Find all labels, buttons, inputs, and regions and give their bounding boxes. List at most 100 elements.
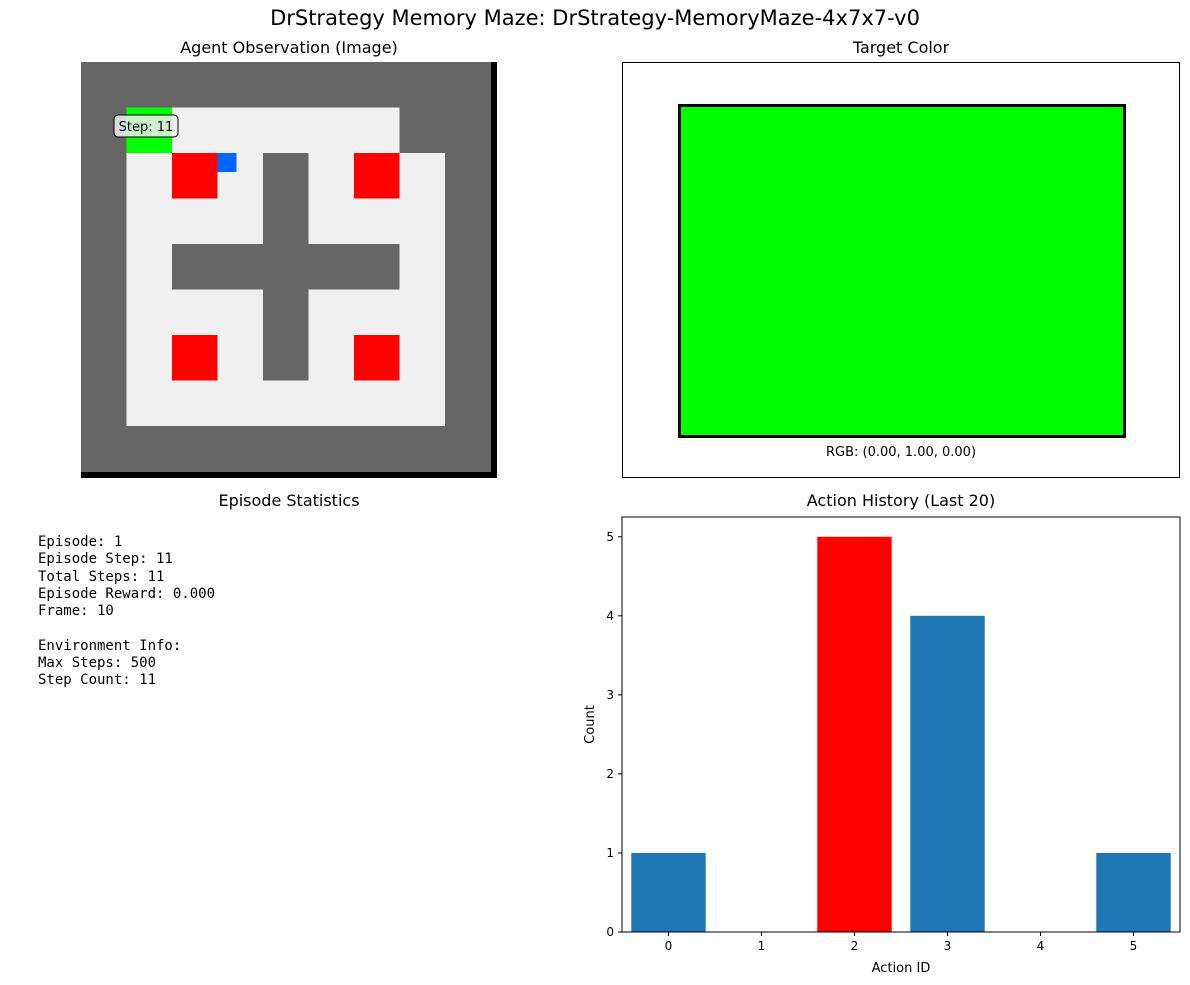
y-tick-label: 0 xyxy=(606,925,614,939)
maze-wall xyxy=(217,244,264,290)
stats-title: Episode Statistics xyxy=(218,491,360,510)
y-tick-label: 2 xyxy=(606,767,614,781)
maze-floor xyxy=(217,289,264,336)
maze-floor xyxy=(308,198,355,245)
maze-wall xyxy=(399,426,446,472)
red-target-tile xyxy=(354,153,400,199)
maze-wall xyxy=(354,244,400,290)
maze-floor xyxy=(126,198,173,245)
maze-floor xyxy=(354,198,400,245)
maze-wall xyxy=(308,244,355,290)
maze-floor xyxy=(263,380,309,427)
maze-wall xyxy=(81,289,127,336)
red-target-tile xyxy=(354,335,400,381)
maze-floor xyxy=(354,107,400,154)
maze-floor xyxy=(172,289,218,336)
maze-wall xyxy=(263,289,309,336)
x-tick-label: 3 xyxy=(944,939,952,953)
bar-action-0 xyxy=(631,852,706,932)
maze-floor xyxy=(263,107,309,154)
red-target-tile xyxy=(172,335,218,381)
maze-wall xyxy=(172,244,218,290)
maze-wall xyxy=(81,244,127,290)
maze-wall xyxy=(263,198,309,245)
maze-wall xyxy=(445,244,491,290)
maze-floor xyxy=(172,380,218,427)
maze-wall xyxy=(445,62,491,108)
maze-wall xyxy=(308,426,355,472)
y-axis-label: Count xyxy=(583,705,598,744)
bar-action-2 xyxy=(817,536,892,932)
maze-floor xyxy=(308,335,355,381)
maze-floor xyxy=(354,380,400,427)
maze-floor xyxy=(217,107,264,154)
target-title: Target Color xyxy=(852,38,950,57)
maze-wall xyxy=(81,426,127,472)
maze-floor xyxy=(126,380,173,427)
maze-floor xyxy=(217,335,264,381)
maze-floor xyxy=(126,335,173,381)
maze-wall xyxy=(126,426,173,472)
maze-wall xyxy=(81,153,127,199)
stat-line: Step Count: 11 xyxy=(38,672,157,689)
maze-wall xyxy=(263,335,309,381)
maze-floor xyxy=(217,198,264,245)
x-tick-label: 2 xyxy=(851,939,859,953)
x-tick-label: 1 xyxy=(758,939,766,953)
maze-floor xyxy=(172,107,218,154)
observation-title: Agent Observation (Image) xyxy=(180,38,398,57)
maze-floor xyxy=(308,107,355,154)
action-history-chart: 0 1 2 3 4 5 0 1 2 3 4 5 Action ID Count xyxy=(583,516,1181,976)
stat-line: Episode Reward: 0.000 xyxy=(38,585,216,602)
stat-line: Frame: 10 xyxy=(38,603,114,620)
maze-wall xyxy=(263,153,309,199)
maze-floor xyxy=(217,380,264,427)
maze-floor xyxy=(308,153,355,199)
maze-wall xyxy=(172,62,218,108)
maze-wall xyxy=(399,62,446,108)
target-color-panel: RGB: (0.00, 1.00, 0.00) xyxy=(622,62,1180,478)
maze-floor xyxy=(399,244,446,290)
stat-line: Episode Step: 11 xyxy=(38,551,173,568)
stat-line: Total Steps: 11 xyxy=(38,568,165,585)
maze-wall xyxy=(308,62,355,108)
maze-wall xyxy=(217,426,264,472)
bar-action-5 xyxy=(1096,852,1171,932)
target-rgb-label: RGB: (0.00, 1.00, 0.00) xyxy=(825,445,977,460)
y-tick-label: 4 xyxy=(606,609,614,623)
maze-floor xyxy=(399,335,446,381)
x-tick-label: 4 xyxy=(1037,939,1045,953)
maze-wall xyxy=(81,198,127,245)
maze-wall xyxy=(81,335,127,381)
maze-wall xyxy=(263,426,309,472)
maze-wall xyxy=(81,62,127,108)
maze-wall xyxy=(445,153,491,199)
maze-wall xyxy=(445,289,491,336)
target-color-swatch xyxy=(678,104,1126,438)
maze-floor xyxy=(172,198,218,245)
maze-wall xyxy=(445,426,491,472)
maze-floor xyxy=(354,289,400,336)
figure-title: DrStrategy Memory Maze: DrStrategy-Memor… xyxy=(270,6,920,30)
maze-wall xyxy=(445,107,491,154)
maze-wall xyxy=(81,380,127,427)
maze-floor xyxy=(126,153,173,199)
maze-wall xyxy=(217,62,264,108)
stat-line: Max Steps: 500 xyxy=(38,655,157,672)
x-axis-label: Action ID xyxy=(872,961,931,976)
stat-line: Episode: 1 xyxy=(38,534,123,550)
maze-floor xyxy=(126,244,173,290)
maze-wall xyxy=(263,62,309,108)
axes-frame xyxy=(621,516,1181,933)
maze-floor xyxy=(399,153,446,199)
bar-action-3 xyxy=(910,615,985,932)
maze-wall xyxy=(445,380,491,427)
maze-floor xyxy=(308,380,355,427)
maze-floor xyxy=(308,289,355,336)
chart-title: Action History (Last 20) xyxy=(806,491,996,510)
step-badge: Step: 11 xyxy=(113,114,179,138)
maze-wall xyxy=(445,198,491,245)
y-tick-label: 3 xyxy=(606,688,614,702)
stat-line xyxy=(38,620,215,637)
step-badge-label: Step: 11 xyxy=(119,120,174,135)
